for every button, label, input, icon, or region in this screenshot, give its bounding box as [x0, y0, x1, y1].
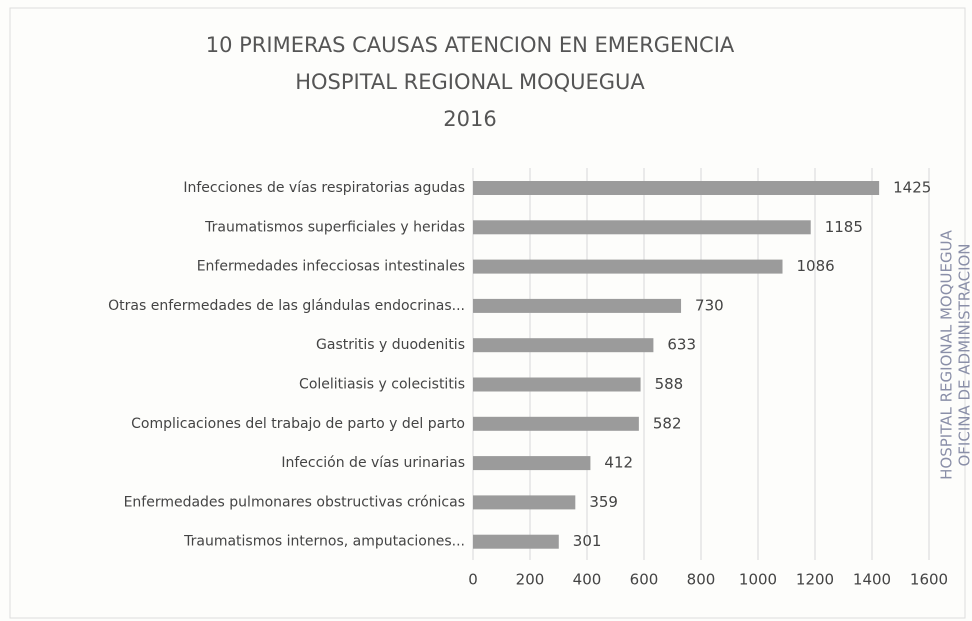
- data-label: 412: [604, 454, 633, 472]
- data-label: 1185: [825, 218, 863, 236]
- data-label: 359: [589, 493, 618, 511]
- bar: [473, 298, 682, 313]
- data-label: 301: [573, 532, 602, 550]
- bar: [473, 534, 559, 549]
- data-label: 633: [667, 336, 696, 354]
- y-tick-label: Enfermedades pulmonares obstructivas cró…: [124, 494, 465, 510]
- y-tick-label: Gastritis y duodenitis: [316, 337, 465, 353]
- y-tick-label: Traumatismos internos, amputaciones...: [183, 534, 465, 550]
- chart-border: [9, 7, 966, 619]
- x-tick-label: 1400: [853, 571, 891, 589]
- y-tick-label: Enfermedades infecciosas intestinales: [197, 259, 465, 275]
- stamp: HOSPITAL REGIONAL MOQUEGUA OFICINA DE ADM…: [938, 229, 972, 479]
- x-tick-label: 1000: [739, 571, 777, 589]
- y-tick-label: Otras enfermedades de las glándulas endo…: [108, 298, 465, 314]
- data-label: 588: [655, 375, 684, 393]
- chart-title: 10 PRIMERAS CAUSAS ATENCION EN EMERGENCI…: [206, 33, 735, 57]
- bar: [473, 338, 654, 353]
- chart-title: HOSPITAL REGIONAL MOQUEGUA: [295, 70, 645, 94]
- data-label: 582: [653, 414, 682, 432]
- bar: [473, 495, 576, 510]
- y-tick-label: Infecciones de vías respiratorias agudas: [183, 180, 465, 196]
- bar: [473, 220, 811, 235]
- x-tick-label: 1600: [910, 571, 948, 589]
- bar: [473, 416, 639, 431]
- x-tick-label: 600: [630, 571, 659, 589]
- data-label: 730: [695, 296, 724, 314]
- x-tick-label: 400: [573, 571, 602, 589]
- x-tick-label: 800: [687, 571, 716, 589]
- y-tick-label: Complicaciones del trabajo de parto y de…: [131, 416, 465, 432]
- y-tick-label: Traumatismos superficiales y heridas: [204, 219, 465, 235]
- bar: [473, 181, 880, 195]
- bar: [473, 259, 783, 274]
- data-label: 1425: [893, 179, 931, 197]
- x-tick-label: 1200: [796, 571, 834, 589]
- stamp-text: HOSPITAL REGIONAL MOQUEGUA: [938, 229, 956, 479]
- data-label: 1086: [797, 257, 835, 275]
- y-tick-label: Infección de vías urinarias: [281, 455, 465, 471]
- y-tick-label: Colelitiasis y colecistitis: [299, 377, 465, 393]
- x-tick-label: 0: [468, 571, 478, 589]
- bar: [473, 456, 591, 471]
- bar: [473, 377, 641, 392]
- stamp-text: OFICINA DE ADMINISTRACION: [956, 243, 972, 466]
- x-tick-label: 200: [516, 571, 545, 589]
- chart-title: 2016: [443, 107, 496, 131]
